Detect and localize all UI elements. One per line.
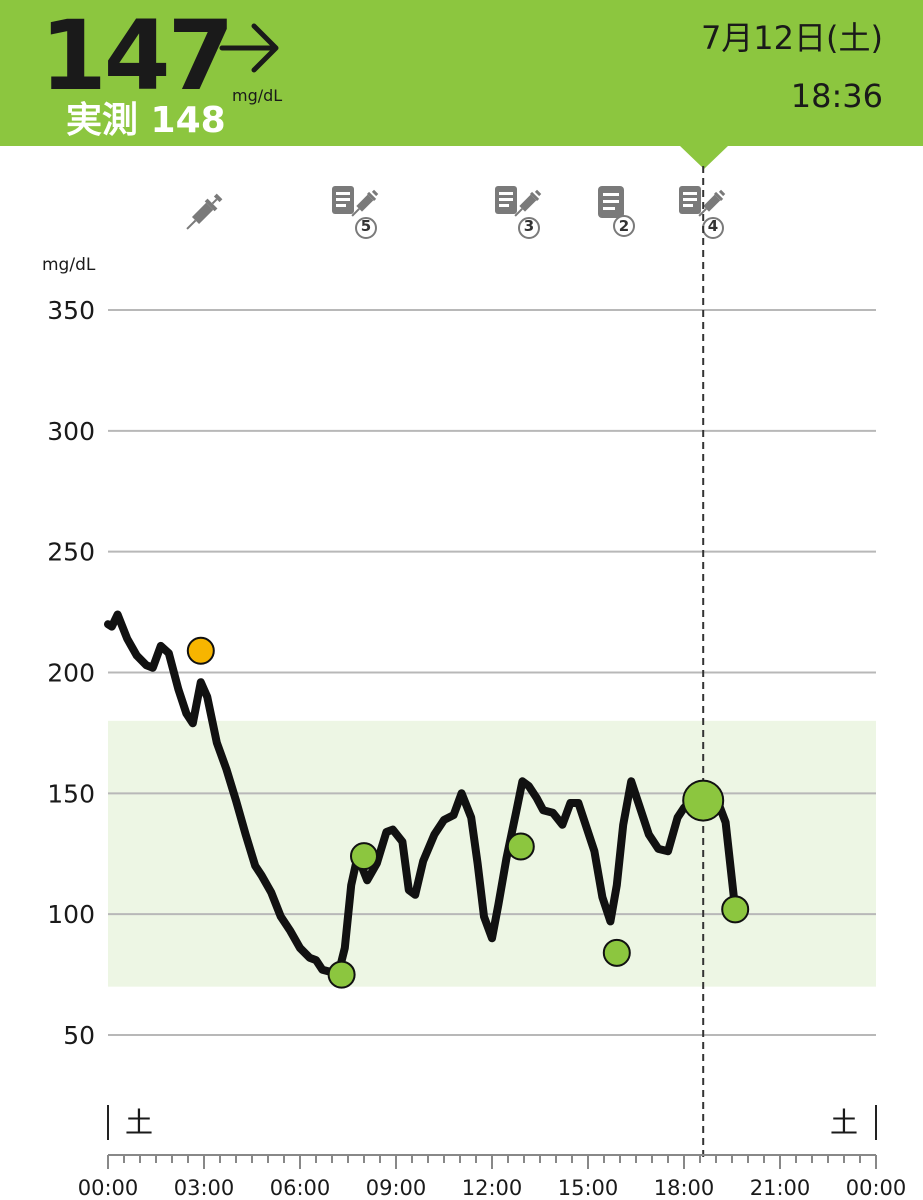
event-badge: 2 [618, 217, 630, 235]
day-start-label: 土 [125, 1106, 153, 1139]
x-tick-label: 00:00 [846, 1176, 907, 1200]
y-tick-label: 300 [47, 417, 95, 446]
event-badge: 5 [360, 217, 372, 235]
glucose-chart[interactable]: mg/dL 350 300 250 200 150 100 50 00:00 03:00 06:… [0, 160, 923, 1200]
y-tick-label: 350 [47, 296, 95, 325]
time-label: 18:36 [790, 77, 883, 115]
event-badge: 3 [523, 217, 535, 235]
y-tick-label: 200 [47, 659, 95, 688]
y-tick-label: 150 [47, 779, 95, 808]
y-axis-unit: mg/dL [42, 255, 96, 275]
note-syringe-glyph [332, 186, 379, 239]
reading-point [327, 960, 356, 989]
x-tick-label: 21:00 [750, 1176, 811, 1200]
x-tick-label: 18:00 [654, 1176, 715, 1200]
note-icon[interactable]: 2 [594, 184, 642, 246]
day-end-label: 土 [830, 1106, 858, 1139]
reading-point [602, 938, 631, 967]
glucose-unit: mg/dL [232, 86, 283, 105]
glucose-series-line [104, 610, 740, 977]
event-badge: 4 [707, 217, 719, 235]
reading-points [186, 636, 750, 989]
reading-point [506, 832, 535, 861]
cursor-notch [679, 145, 729, 169]
target-range-band [108, 720, 876, 987]
gridlines: 350 300 250 200 150 100 50 [47, 296, 876, 1050]
reading-point [721, 895, 750, 924]
measured-value: 実測 148 [66, 100, 226, 141]
x-tick-label: 15:00 [558, 1176, 619, 1200]
note-syringe-icon[interactable]: 5 [328, 182, 384, 246]
x-tick-label: 00:00 [78, 1176, 139, 1200]
y-tick-label: 100 [47, 900, 95, 929]
y-tick-label: 250 [47, 538, 95, 567]
glucose-value: 147 [40, 0, 234, 112]
x-tick-label: 03:00 [174, 1176, 235, 1200]
x-tick-label: 09:00 [366, 1176, 427, 1200]
note-syringe-icon[interactable]: 3 [491, 182, 547, 246]
trend-right-arrow-icon [219, 23, 279, 73]
time-axis: 00:00 03:00 06:00 09:00 12:00 15:00 18:00 21:00… [78, 1105, 907, 1200]
glucose-line [104, 610, 740, 977]
x-tick-label: 06:00 [270, 1176, 331, 1200]
note-glyph [598, 186, 635, 237]
target-range-rect [108, 720, 876, 987]
y-tick-label: 50 [63, 1021, 95, 1050]
current-reading-point [682, 779, 725, 822]
syringe-icon[interactable] [176, 184, 232, 240]
reading-point [350, 842, 378, 871]
reading-point [186, 636, 215, 665]
note-syringe-glyph [495, 186, 542, 239]
note-syringe-icon[interactable]: 4 [675, 182, 731, 246]
date-label: 7月12日(土) [700, 19, 883, 57]
x-tick-label: 12:00 [462, 1176, 523, 1200]
header-bar [0, 0, 923, 146]
note-syringe-glyph [679, 186, 726, 239]
